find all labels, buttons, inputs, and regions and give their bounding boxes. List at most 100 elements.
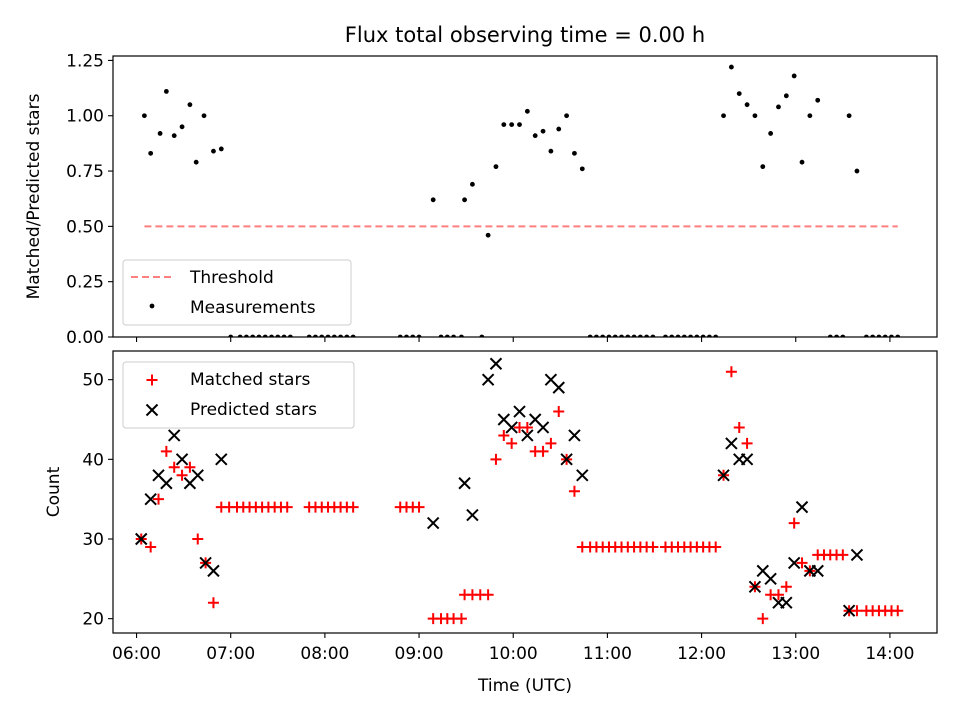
measurement-point bbox=[631, 334, 637, 337]
predicted-star-point bbox=[458, 477, 471, 490]
measurement-point bbox=[438, 334, 444, 337]
predicted-star-point bbox=[135, 532, 148, 546]
measurement-point bbox=[768, 131, 774, 136]
measurement-point bbox=[524, 108, 530, 114]
matched-star-point bbox=[168, 461, 180, 473]
measurement-point bbox=[319, 334, 325, 337]
matched-star-point bbox=[413, 501, 425, 513]
lower-legend: Matched stars Predicted stars bbox=[122, 361, 355, 429]
measurement-point bbox=[707, 334, 712, 337]
xtick-label: 13:00 bbox=[771, 644, 820, 664]
matched-star-point bbox=[568, 485, 580, 497]
xtick-label: 12:00 bbox=[677, 644, 726, 664]
predicted-star-point bbox=[717, 469, 730, 482]
measurement-point bbox=[410, 334, 416, 337]
measurement-point bbox=[619, 334, 624, 337]
measurement-point bbox=[889, 334, 894, 337]
xtick-label: 06:00 bbox=[112, 644, 161, 664]
predicted-star-point bbox=[505, 421, 518, 434]
matched-star-point bbox=[482, 589, 494, 601]
legend-measurements-label: Measurements bbox=[190, 298, 316, 318]
upper-legend: Threshold Measurements bbox=[122, 259, 352, 326]
legend-matched-label: Matched stars bbox=[190, 370, 310, 390]
measurement-point bbox=[688, 334, 693, 337]
measurement-point bbox=[338, 334, 343, 337]
predicted-star-point bbox=[466, 508, 479, 522]
xtick-label: 14:00 bbox=[865, 644, 914, 664]
predicted-star-point bbox=[740, 453, 754, 466]
lower-plot-area bbox=[135, 357, 904, 625]
measurement-point bbox=[281, 334, 287, 337]
upper-ytick-label: 0.00 bbox=[66, 328, 104, 348]
measurement-point bbox=[807, 113, 813, 119]
measurement-point bbox=[606, 334, 612, 337]
lower-ytick-label: 40 bbox=[82, 450, 104, 470]
matched-star-point bbox=[537, 445, 549, 457]
matched-star-point bbox=[892, 605, 904, 617]
measurement-point bbox=[728, 64, 734, 70]
measurement-point bbox=[201, 113, 207, 119]
upper-axes-frame bbox=[112, 55, 938, 338]
predicted-star-point bbox=[207, 564, 220, 578]
matched-star-point bbox=[281, 501, 293, 513]
measurement-point bbox=[882, 334, 888, 337]
predicted-star-point bbox=[489, 357, 503, 370]
measurement-point bbox=[663, 334, 668, 337]
lower-ytick-label: 50 bbox=[82, 371, 104, 391]
matched-star-point bbox=[176, 469, 188, 481]
matched-star-point bbox=[207, 597, 219, 609]
measurement-point bbox=[650, 334, 656, 337]
measurement-point bbox=[863, 334, 869, 337]
measurement-point bbox=[228, 334, 234, 337]
measurement-point bbox=[846, 113, 852, 119]
matched-star-point bbox=[733, 421, 745, 433]
lower-xlabel: Time (UTC) bbox=[477, 676, 572, 696]
upper-ylabel: Matched/Predicted stars bbox=[24, 93, 44, 299]
measurement-point bbox=[760, 164, 766, 170]
measurement-point bbox=[444, 334, 450, 337]
measurement-point bbox=[791, 73, 797, 79]
matched-star-point bbox=[851, 605, 863, 617]
measurement-point bbox=[594, 334, 599, 337]
predicted-star-point bbox=[426, 516, 440, 530]
predicted-star-point bbox=[481, 373, 495, 386]
measurement-point bbox=[141, 113, 147, 119]
measurement-point bbox=[462, 197, 467, 203]
measurement-point bbox=[275, 334, 281, 337]
measurement-point bbox=[736, 91, 742, 97]
measurement-point bbox=[579, 166, 585, 172]
measurement-point bbox=[612, 334, 618, 337]
lower-ytick-label: 20 bbox=[82, 610, 104, 630]
upper-legend-box bbox=[122, 259, 352, 326]
predicted-star-point bbox=[725, 437, 738, 450]
predicted-star-point bbox=[764, 572, 777, 586]
predicted-star-point bbox=[560, 453, 573, 466]
measurement-point bbox=[269, 334, 274, 337]
predicted-star-point bbox=[842, 604, 856, 617]
predicted-star-point bbox=[780, 596, 793, 609]
measurement-point bbox=[485, 232, 491, 238]
measurement-point bbox=[783, 93, 789, 99]
measurement-point bbox=[157, 131, 163, 136]
measurement-point bbox=[694, 334, 700, 337]
matched-star-point bbox=[741, 437, 753, 449]
upper-ytick-label: 1.00 bbox=[66, 107, 104, 127]
measurement-point bbox=[179, 124, 185, 130]
measurement-point bbox=[713, 334, 719, 337]
measurement-point bbox=[681, 334, 687, 337]
predicted-star-point bbox=[168, 429, 181, 442]
measurement-point bbox=[876, 334, 882, 337]
matched-star-point bbox=[772, 589, 784, 601]
chart-title: Flux total observing time = 0.00 h bbox=[345, 23, 705, 47]
matched-star-point bbox=[521, 421, 533, 433]
xtick-label: 07:00 bbox=[206, 644, 255, 664]
upper-ytick-label: 1.25 bbox=[66, 51, 104, 71]
measurement-point bbox=[827, 334, 833, 337]
matched-star-point bbox=[145, 541, 157, 553]
measurement-point bbox=[834, 334, 839, 337]
predicted-star-point bbox=[748, 580, 762, 594]
matched-star-point bbox=[553, 406, 565, 418]
upper-plot-area bbox=[141, 64, 901, 337]
matched-star-point bbox=[455, 613, 467, 625]
